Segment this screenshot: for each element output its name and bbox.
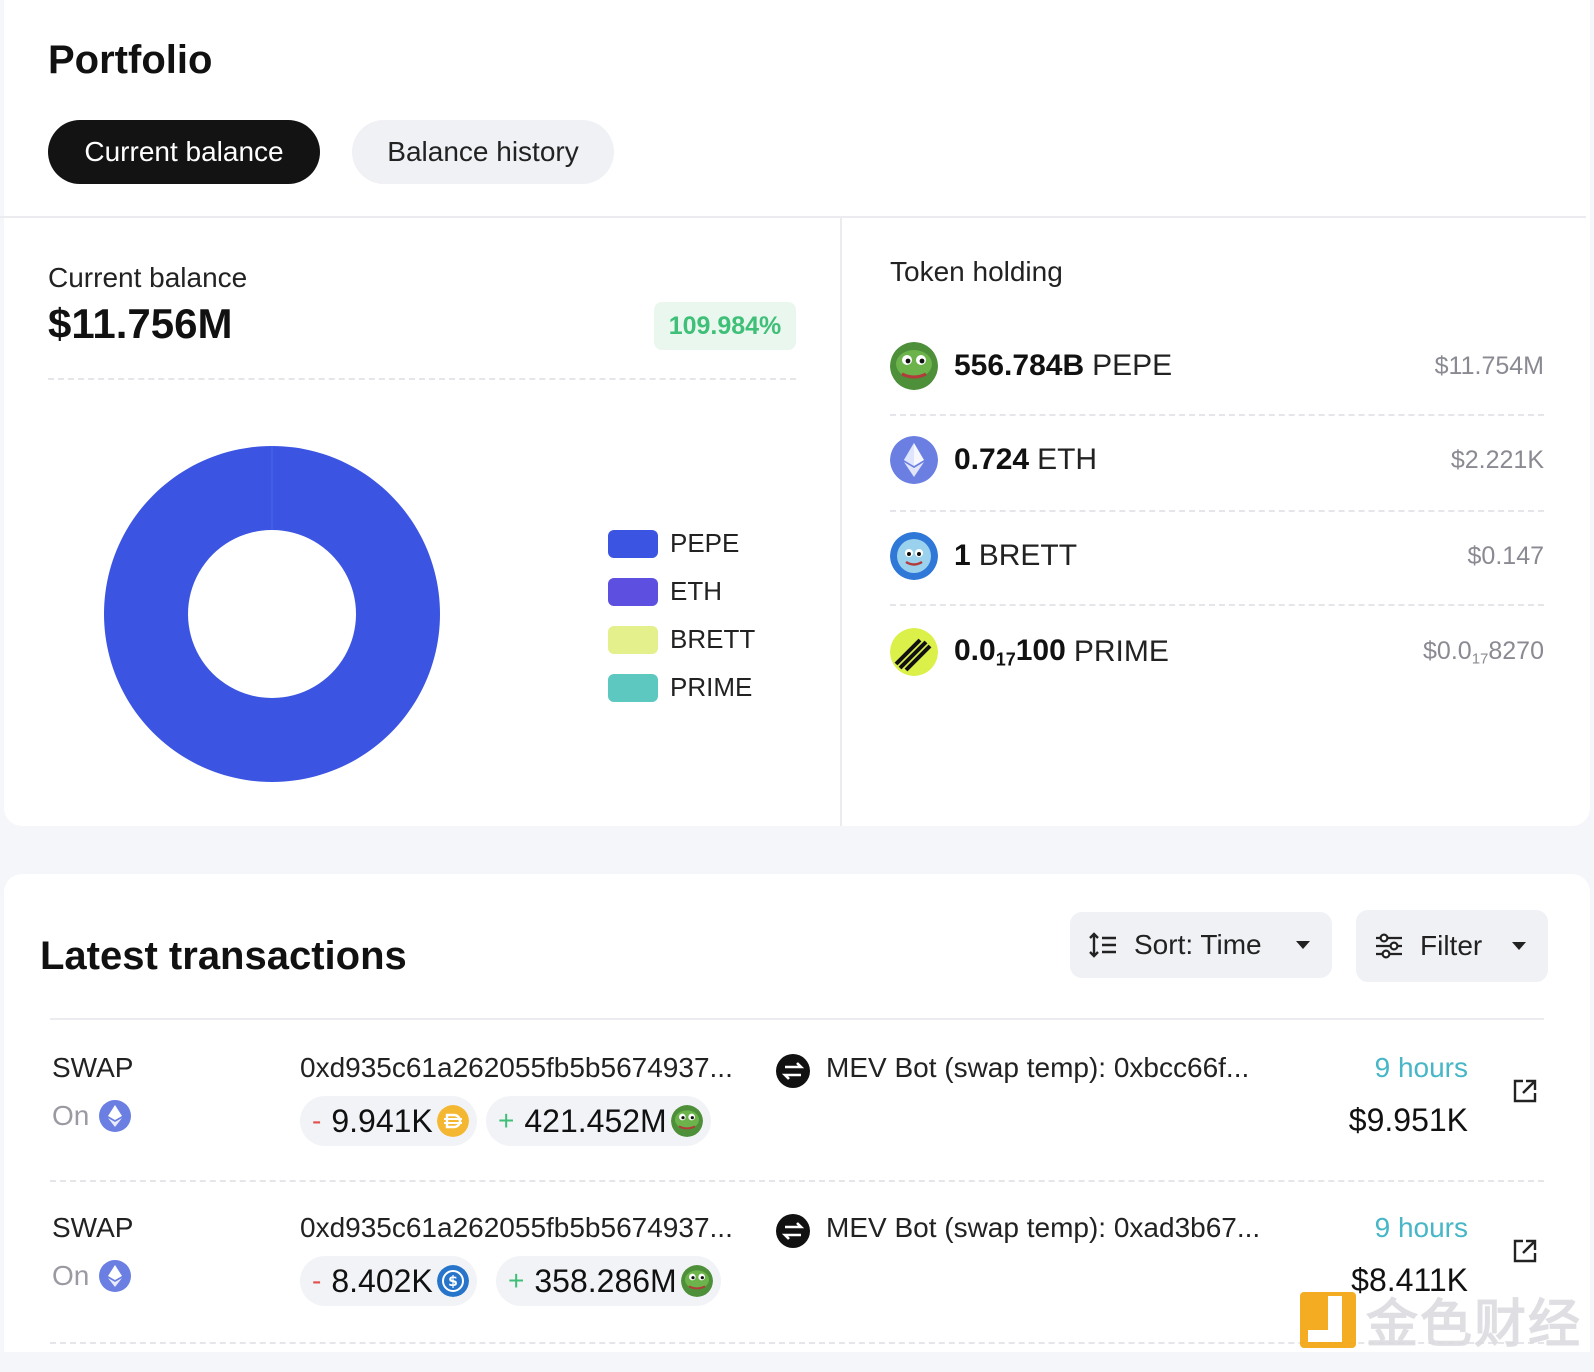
token-symbol: ETH bbox=[1037, 443, 1097, 477]
eth-icon bbox=[99, 1260, 131, 1292]
eth-icon bbox=[99, 1100, 131, 1132]
token-symbol: PRIME bbox=[1074, 635, 1169, 669]
tx-chain: On bbox=[52, 1260, 131, 1292]
sort-label: Sort: Time bbox=[1134, 929, 1262, 961]
token-amount: 0.724 bbox=[954, 443, 1029, 477]
tx-type: SWAP bbox=[52, 1052, 133, 1084]
filter-icon bbox=[1374, 931, 1404, 961]
balance-value: $11.756M bbox=[48, 300, 233, 348]
divider bbox=[48, 378, 796, 380]
usdc-icon: $ bbox=[437, 1265, 469, 1297]
divider bbox=[0, 216, 1586, 218]
legend-item-brett[interactable]: BRETT bbox=[608, 624, 755, 655]
tx-hash-link[interactable]: 0xd935c61a262055fb5b5674937... bbox=[300, 1052, 733, 1084]
legend-swatch bbox=[608, 578, 658, 606]
filter-label: Filter bbox=[1420, 930, 1482, 962]
sort-icon bbox=[1088, 930, 1118, 960]
token-value: $0.147 bbox=[1468, 542, 1544, 571]
legend-label: ETH bbox=[670, 576, 722, 607]
token-in-chip: + 421.452M bbox=[486, 1096, 711, 1146]
column-divider bbox=[840, 217, 842, 826]
pepe-icon bbox=[890, 342, 938, 390]
pepe-icon bbox=[681, 1265, 713, 1297]
svg-text:$: $ bbox=[448, 1274, 458, 1290]
watermark-logo-icon bbox=[1300, 1292, 1356, 1348]
chevron-down-icon bbox=[1512, 942, 1526, 950]
section-title: Latest transactions bbox=[40, 934, 407, 979]
legend-swatch bbox=[608, 674, 658, 702]
token-symbol: BRETT bbox=[979, 539, 1077, 573]
legend-swatch bbox=[608, 530, 658, 558]
divider bbox=[890, 510, 1544, 512]
token-in-chip: + 358.286M bbox=[496, 1256, 721, 1306]
token-amount: 556.784B bbox=[954, 349, 1084, 383]
change-badge: 109.984% bbox=[654, 302, 796, 350]
token-value: $0.0178270 bbox=[1423, 637, 1544, 668]
token-amount: 1 bbox=[954, 539, 971, 573]
token-row-prime[interactable]: 0.017100 PRIME $0.0178270 bbox=[890, 622, 1544, 682]
legend-label: PRIME bbox=[670, 672, 752, 703]
sort-button[interactable]: Sort: Time bbox=[1070, 912, 1332, 978]
tx-hash-link[interactable]: 0xd935c61a262055fb5b5674937... bbox=[300, 1212, 733, 1244]
counterparty-link[interactable]: MEV Bot (swap temp): 0xbcc66f... bbox=[826, 1052, 1249, 1084]
divider bbox=[890, 414, 1544, 416]
tx-usd-value: $9.951K bbox=[1349, 1102, 1468, 1139]
token-symbol: PEPE bbox=[1092, 349, 1172, 383]
tx-chain: On bbox=[52, 1100, 131, 1132]
dai-icon bbox=[437, 1105, 469, 1137]
balance-donut-chart bbox=[98, 440, 446, 788]
tx-time: 9 hours bbox=[1375, 1212, 1468, 1244]
chevron-down-icon bbox=[1296, 941, 1310, 949]
token-amount: 0.017100 bbox=[954, 634, 1066, 670]
balance-label: Current balance bbox=[48, 262, 247, 294]
token-holding-label: Token holding bbox=[890, 256, 1063, 288]
token-row-pepe[interactable]: 556.784B PEPE $11.754M bbox=[890, 336, 1544, 396]
eth-icon bbox=[890, 436, 938, 484]
token-row-brett[interactable]: 1 BRETT $0.147 bbox=[890, 526, 1544, 586]
swap-icon bbox=[776, 1054, 810, 1088]
prime-icon bbox=[890, 628, 938, 676]
tx-time: 9 hours bbox=[1375, 1052, 1468, 1084]
token-value: $11.754M bbox=[1435, 352, 1544, 381]
tab-current-balance[interactable]: Current balance bbox=[48, 120, 320, 184]
external-link-icon[interactable] bbox=[1512, 1078, 1538, 1104]
tab-balance-history[interactable]: Balance history bbox=[352, 120, 614, 184]
legend-swatch bbox=[608, 626, 658, 654]
filter-button[interactable]: Filter bbox=[1356, 910, 1548, 982]
divider bbox=[50, 1018, 1544, 1020]
token-out-chip: - 9.941K bbox=[300, 1096, 477, 1146]
brett-icon bbox=[890, 532, 938, 580]
legend-item-pepe[interactable]: PEPE bbox=[608, 528, 739, 559]
token-out-chip: - 8.402K $ bbox=[300, 1256, 477, 1306]
legend-label: BRETT bbox=[670, 624, 755, 655]
page-title: Portfolio bbox=[48, 38, 212, 83]
table-row[interactable]: SWAP On 0xd935c61a262055fb5b5674937... M… bbox=[0, 1052, 1594, 1212]
legend-label: PEPE bbox=[670, 528, 739, 559]
pepe-icon bbox=[671, 1105, 703, 1137]
token-value: $2.221K bbox=[1451, 446, 1544, 475]
watermark: 金色财经 bbox=[1300, 1282, 1582, 1357]
counterparty-link[interactable]: MEV Bot (swap temp): 0xad3b67... bbox=[826, 1212, 1260, 1244]
divider bbox=[50, 1180, 1544, 1182]
token-row-eth[interactable]: 0.724 ETH $2.221K bbox=[890, 430, 1544, 490]
legend-item-eth[interactable]: ETH bbox=[608, 576, 722, 607]
external-link-icon[interactable] bbox=[1512, 1238, 1538, 1264]
tx-type: SWAP bbox=[52, 1212, 133, 1244]
divider bbox=[890, 604, 1544, 606]
swap-icon bbox=[776, 1214, 810, 1248]
legend-item-prime[interactable]: PRIME bbox=[608, 672, 752, 703]
